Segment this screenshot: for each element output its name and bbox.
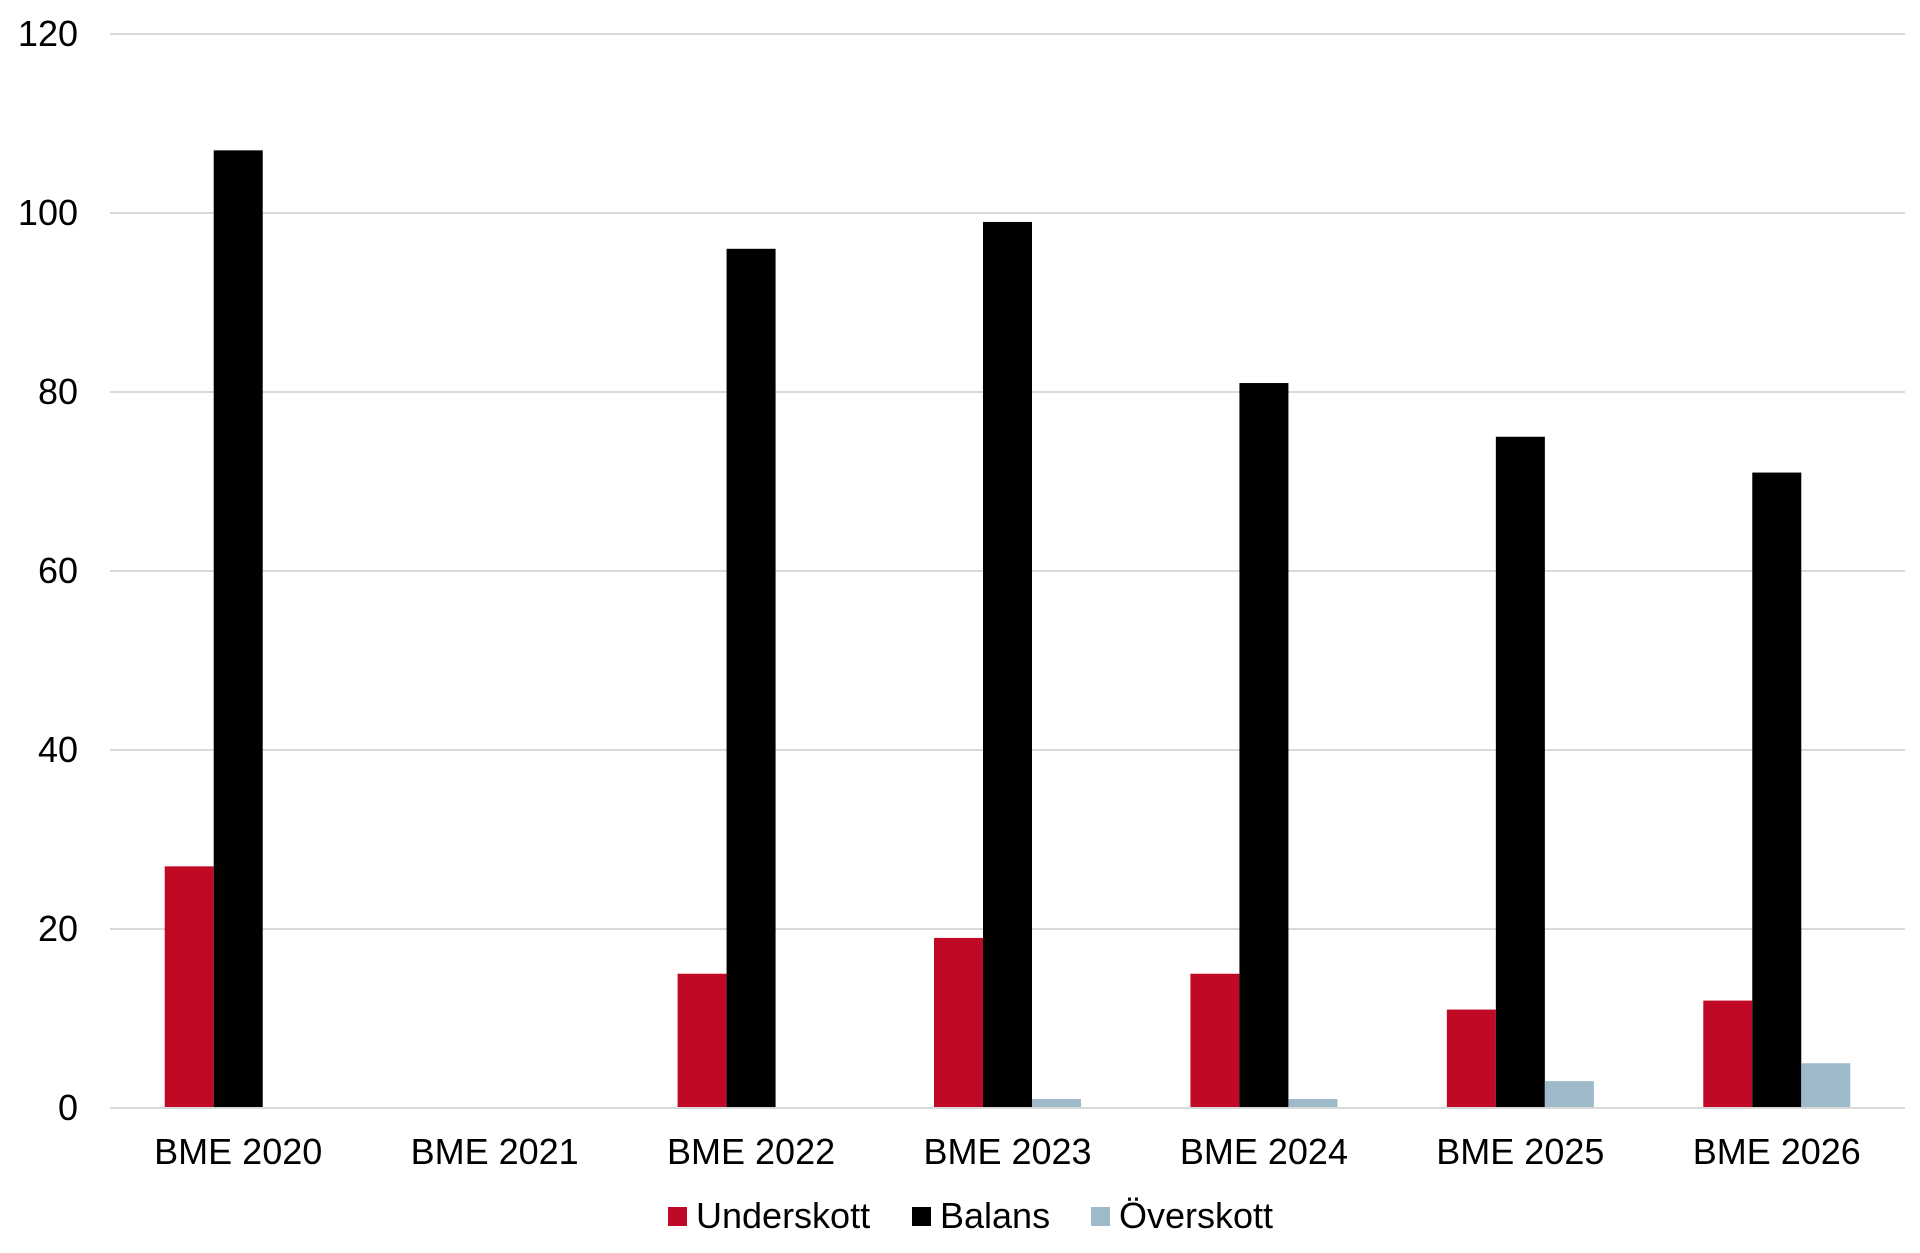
x-tick-label: BME 2021 <box>411 1131 579 1172</box>
y-tick-label: 60 <box>38 550 78 591</box>
bar--verskott <box>1288 1099 1338 1108</box>
bar-underskott <box>934 937 983 1108</box>
y-tick-label: 80 <box>38 371 78 412</box>
legend-label: Underskott <box>696 1195 870 1236</box>
bar-underskott <box>1190 973 1240 1108</box>
legend-label: Balans <box>940 1195 1050 1236</box>
x-tick-label: BME 2026 <box>1693 1131 1861 1172</box>
y-tick-label: 40 <box>38 729 78 770</box>
bars <box>164 150 1851 1109</box>
legend-swatch <box>1091 1207 1110 1226</box>
y-tick-label: 120 <box>18 13 78 54</box>
legend-item: Underskott <box>668 1195 870 1236</box>
bar-balans <box>1239 383 1289 1108</box>
bar-balans <box>1752 472 1802 1108</box>
bar-underskott <box>164 866 214 1108</box>
bar-underskott <box>677 973 727 1108</box>
bar-balans <box>213 150 263 1109</box>
legend-swatch <box>912 1207 931 1226</box>
bar-balans <box>983 221 1032 1108</box>
y-tick-label: 20 <box>38 908 78 949</box>
x-axis: BME 2020 BME 2021 BME 2022 BME 2023 BME 2024… <box>154 1131 1861 1172</box>
bar--verskott <box>1032 1099 1081 1108</box>
y-tick-label: 0 <box>58 1087 78 1128</box>
x-tick-label: BME 2020 <box>154 1131 322 1172</box>
legend: Underskott Balans Överskott <box>668 1195 1273 1236</box>
bar-underskott <box>1703 1000 1753 1108</box>
x-tick-label: BME 2022 <box>667 1131 835 1172</box>
bar-balans <box>1495 436 1545 1108</box>
x-tick-label: BME 2025 <box>1436 1131 1604 1172</box>
y-axis: 0 20 40 60 80 100 120 <box>18 13 78 1128</box>
bar-underskott <box>1446 1009 1496 1108</box>
bar--verskott <box>1801 1063 1851 1108</box>
x-tick-label: BME 2023 <box>923 1131 1091 1172</box>
legend-swatch <box>668 1207 687 1226</box>
y-tick-label: 100 <box>18 192 78 233</box>
legend-item: Överskott <box>1091 1195 1273 1236</box>
bar--verskott <box>1544 1081 1594 1108</box>
legend-label: Överskott <box>1119 1195 1273 1236</box>
bar-balans <box>726 248 776 1109</box>
x-tick-label: BME 2024 <box>1180 1131 1348 1172</box>
legend-item: Balans <box>912 1195 1050 1236</box>
